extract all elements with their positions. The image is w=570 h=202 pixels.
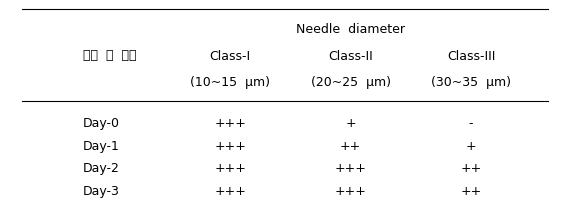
Text: (10~15  μm): (10~15 μm) <box>190 75 270 88</box>
Text: Class-II: Class-II <box>328 50 373 63</box>
Text: Needle  diameter: Needle diameter <box>296 23 405 36</box>
Text: Class-III: Class-III <box>447 50 495 63</box>
Text: ++: ++ <box>461 161 482 174</box>
Text: Day-3: Day-3 <box>83 184 119 197</box>
Text: +++: +++ <box>335 184 367 197</box>
Text: ++: ++ <box>340 139 361 152</box>
Text: 부화  후  일자: 부화 후 일자 <box>83 49 136 62</box>
Text: (20~25  μm): (20~25 μm) <box>311 75 390 88</box>
Text: (30~35  μm): (30~35 μm) <box>431 75 511 88</box>
Text: Day-0: Day-0 <box>83 117 120 130</box>
Text: Class-I: Class-I <box>210 50 251 63</box>
Text: Day-2: Day-2 <box>83 161 119 174</box>
Text: +: + <box>466 139 477 152</box>
Text: Day-1: Day-1 <box>83 139 119 152</box>
Text: +++: +++ <box>214 117 246 130</box>
Text: ++: ++ <box>461 184 482 197</box>
Text: +++: +++ <box>214 161 246 174</box>
Text: +++: +++ <box>335 161 367 174</box>
Text: +++: +++ <box>214 139 246 152</box>
Text: +++: +++ <box>214 184 246 197</box>
Text: +: + <box>345 117 356 130</box>
Text: -: - <box>469 117 473 130</box>
